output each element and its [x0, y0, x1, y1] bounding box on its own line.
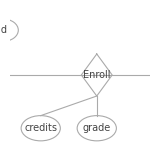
- Text: grade: grade: [83, 123, 111, 133]
- Text: credits: credits: [24, 123, 57, 133]
- Text: Enroll: Enroll: [83, 70, 111, 80]
- Text: Id: Id: [0, 25, 7, 35]
